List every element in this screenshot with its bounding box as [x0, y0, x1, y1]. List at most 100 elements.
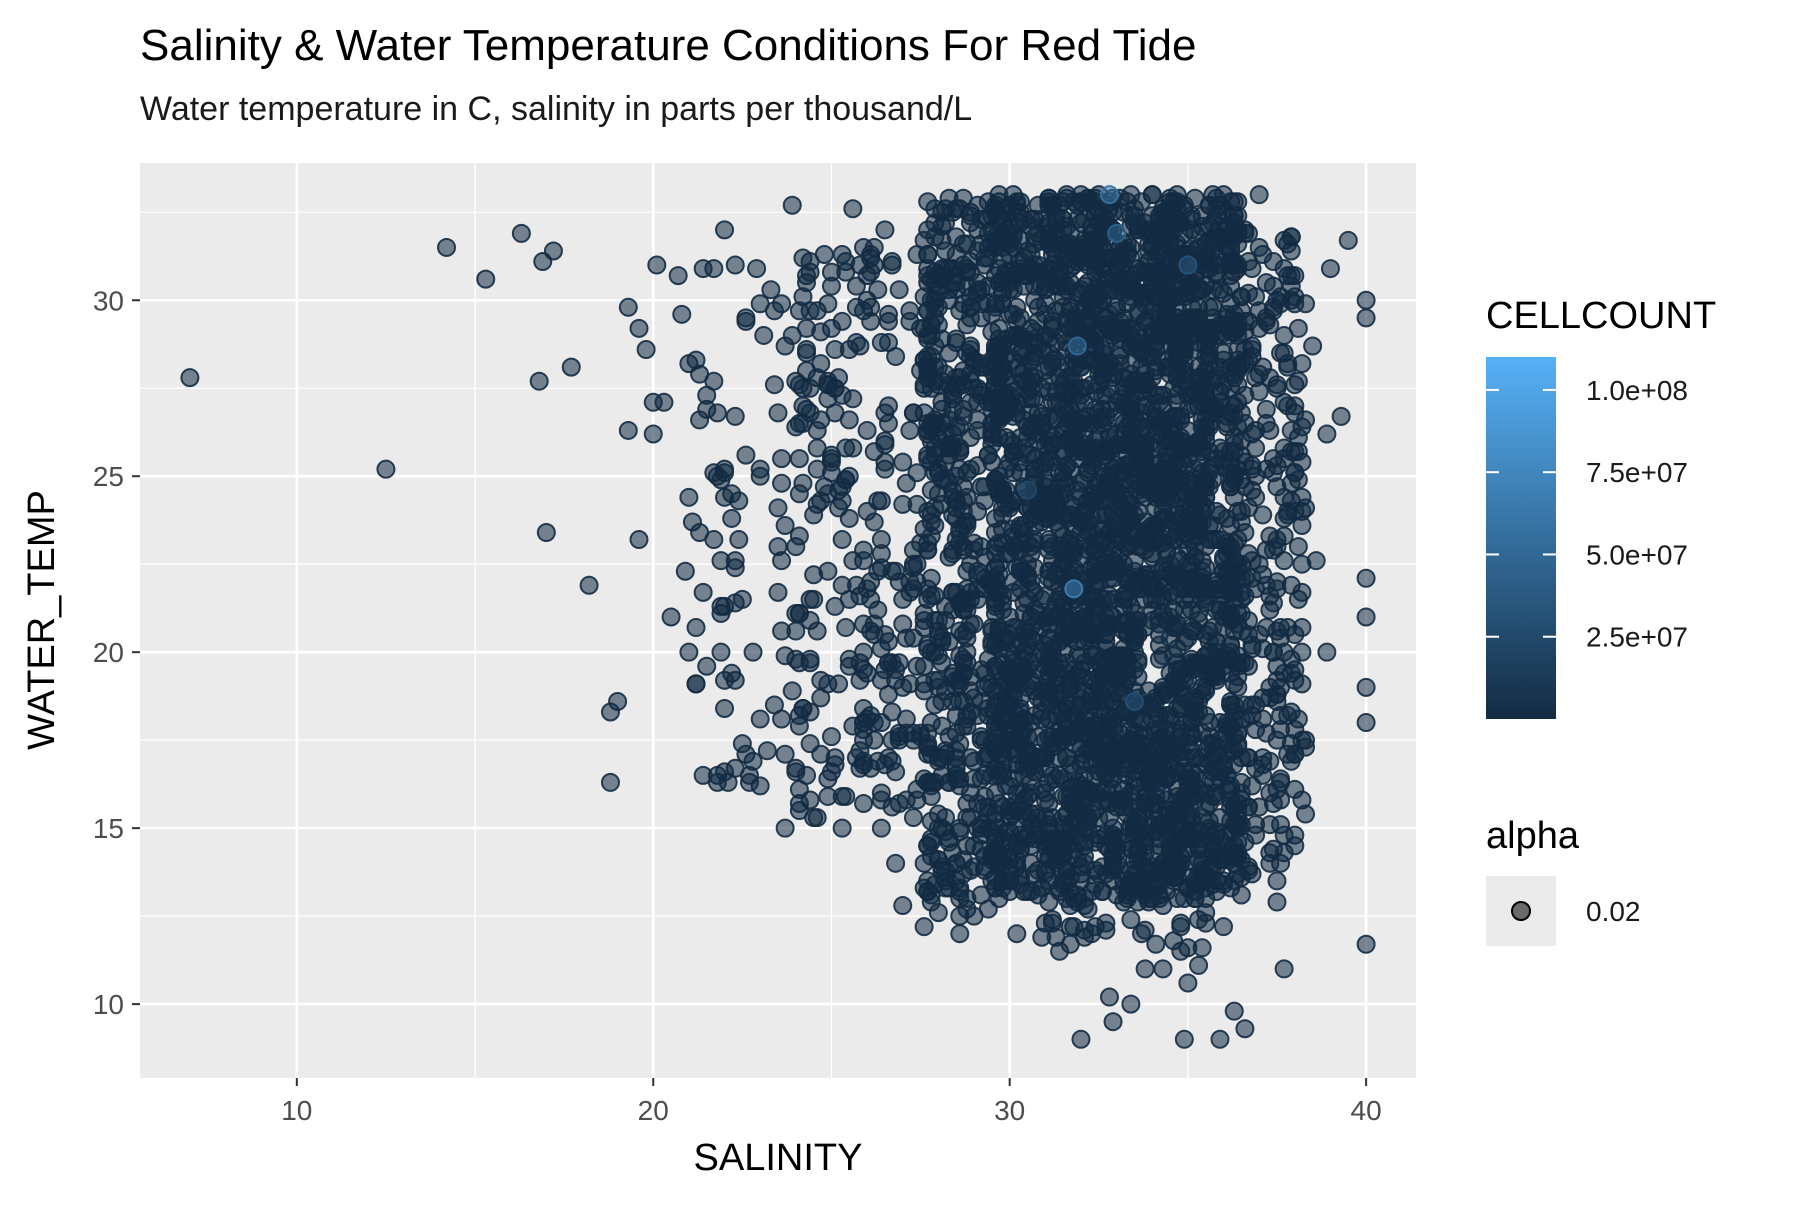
data-point — [1228, 646, 1248, 666]
data-point — [982, 220, 1002, 240]
data-point — [1164, 192, 1184, 212]
data-point — [661, 607, 681, 627]
data-point — [1271, 343, 1291, 363]
data-point — [1149, 625, 1169, 645]
data-point — [1167, 618, 1187, 638]
data-point — [707, 466, 727, 486]
data-point — [1039, 667, 1059, 687]
data-point — [1107, 406, 1127, 426]
data-point — [1178, 540, 1198, 560]
data-point — [1285, 744, 1305, 764]
data-point — [1181, 589, 1201, 609]
data-point — [715, 670, 735, 690]
data-point — [1235, 709, 1255, 729]
data-point — [893, 494, 913, 514]
data-point — [618, 297, 638, 317]
data-point — [1181, 727, 1201, 747]
data-point — [1288, 537, 1308, 557]
data-point — [1064, 537, 1084, 557]
data-point — [957, 709, 977, 729]
data-point — [1128, 371, 1148, 391]
data-point — [1256, 311, 1276, 331]
data-point — [1082, 628, 1102, 648]
data-point — [878, 748, 898, 768]
data-point — [1196, 913, 1216, 933]
data-point — [1085, 290, 1105, 310]
data-point — [1135, 959, 1155, 979]
data-point — [878, 311, 898, 331]
data-point — [1224, 396, 1244, 416]
data-point — [511, 223, 531, 243]
data-point — [789, 484, 809, 504]
data-point — [1189, 822, 1209, 842]
data-point — [1017, 480, 1037, 500]
data-point — [1103, 737, 1123, 757]
data-point — [1007, 262, 1027, 282]
y-tick-label: 30 — [93, 285, 124, 316]
data-point — [715, 596, 735, 616]
data-point — [1231, 589, 1251, 609]
data-point — [836, 470, 856, 490]
data-point — [736, 445, 756, 465]
color-legend-title: CELLCOUNT — [1486, 295, 1716, 337]
data-point — [1242, 864, 1262, 884]
data-point — [921, 811, 941, 831]
data-point — [1178, 973, 1198, 993]
data-point — [686, 350, 706, 370]
data-point — [772, 294, 792, 314]
data-point — [711, 642, 731, 662]
data-point — [750, 709, 770, 729]
data-point — [811, 410, 831, 430]
data-point — [1021, 378, 1041, 398]
data-point — [964, 378, 984, 398]
data-point — [889, 280, 909, 300]
data-point — [878, 413, 898, 433]
data-point — [821, 318, 841, 338]
data-point — [750, 459, 770, 479]
data-point — [1114, 424, 1134, 444]
data-point — [800, 589, 820, 609]
data-point — [1025, 818, 1045, 838]
data-point — [1035, 783, 1055, 803]
data-point — [1135, 435, 1155, 455]
data-point — [918, 836, 938, 856]
data-point — [1157, 283, 1177, 303]
data-point — [1060, 628, 1080, 648]
data-point — [1085, 723, 1105, 743]
data-point — [775, 515, 795, 535]
data-point — [903, 723, 923, 743]
data-point — [1189, 512, 1209, 532]
data-point — [1146, 410, 1166, 430]
data-point — [1228, 192, 1248, 212]
data-points — [180, 185, 1376, 1049]
data-point — [857, 501, 877, 521]
data-point — [764, 695, 784, 715]
data-point — [1153, 589, 1173, 609]
data-point — [1000, 304, 1020, 324]
data-point — [807, 808, 827, 828]
data-point — [754, 325, 774, 345]
data-point — [1042, 315, 1062, 335]
data-point — [832, 530, 852, 550]
data-point — [1228, 554, 1248, 574]
data-point — [1000, 741, 1020, 761]
data-point — [921, 885, 941, 905]
data-point — [839, 589, 859, 609]
data-point — [561, 357, 581, 377]
data-point — [818, 561, 838, 581]
data-point — [1253, 755, 1273, 775]
data-point — [1149, 322, 1169, 342]
data-point — [1121, 910, 1141, 930]
data-point — [1249, 185, 1269, 205]
data-point — [1021, 607, 1041, 627]
data-point — [907, 790, 927, 810]
data-point — [1085, 646, 1105, 666]
data-point — [1099, 603, 1119, 623]
data-point — [725, 551, 745, 571]
data-point — [679, 487, 699, 507]
data-point — [1121, 206, 1141, 226]
data-point — [1121, 452, 1141, 472]
data-point — [1238, 498, 1258, 518]
data-point — [807, 621, 827, 641]
